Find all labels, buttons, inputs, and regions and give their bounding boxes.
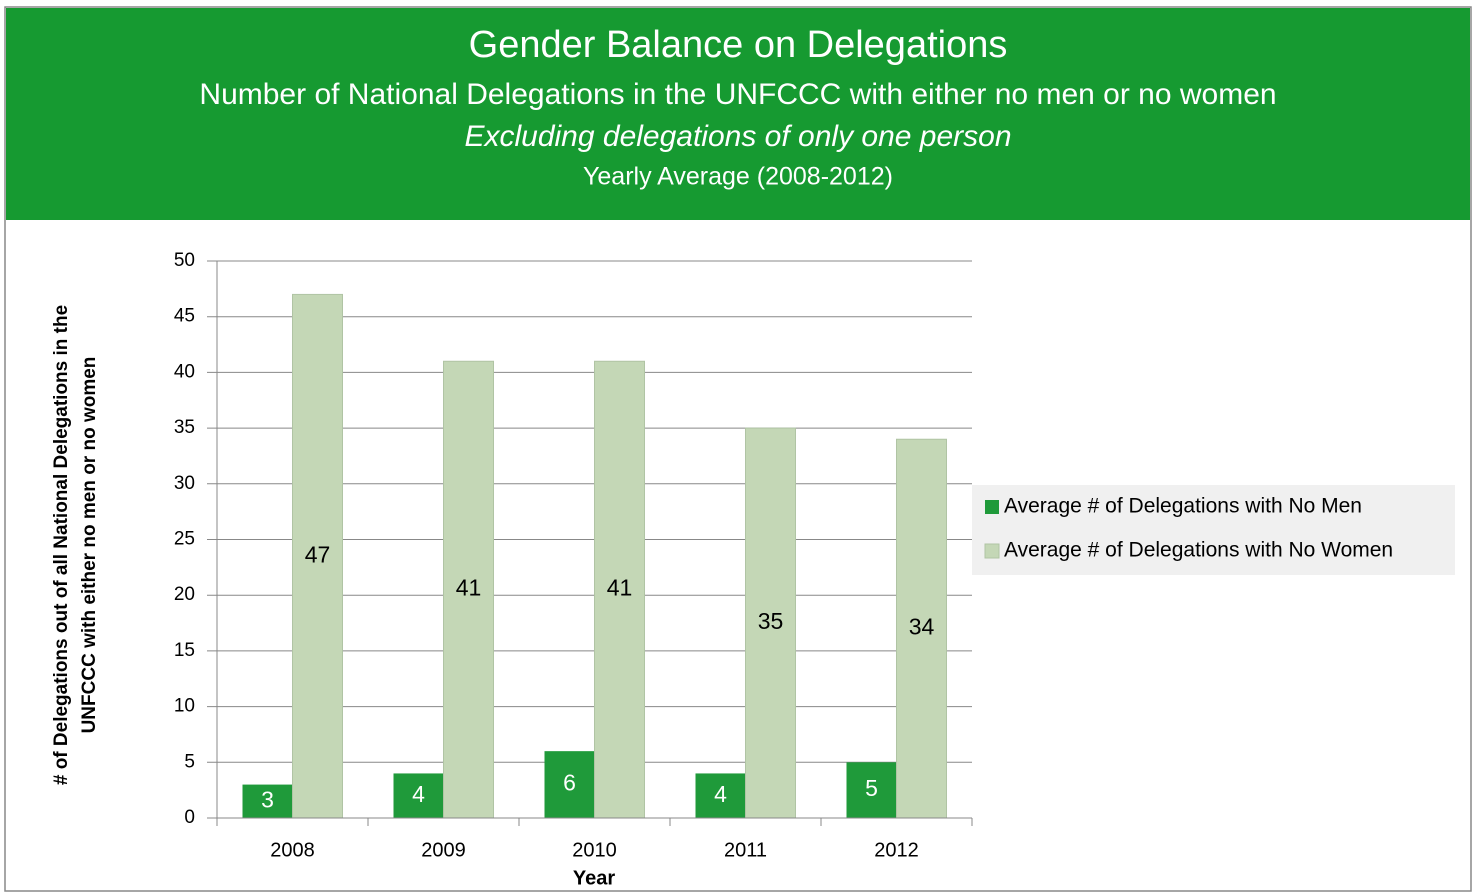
bar <box>695 773 746 818</box>
x-tick-label: 2012 <box>874 839 919 861</box>
x-tick-label: 2011 <box>724 839 767 861</box>
data-label: 5 <box>865 775 878 801</box>
x-tick-label: 2010 <box>572 839 617 861</box>
chart-note: Yearly Average (2008-2012) <box>583 163 893 191</box>
chart-title: Gender Balance on Delegations <box>469 24 1008 66</box>
y-tick-label: 20 <box>174 584 195 605</box>
bar <box>745 427 796 819</box>
chart-note: Excluding delegations of only one person <box>464 120 1011 153</box>
y-tick-label: 50 <box>174 250 195 271</box>
legend-swatch <box>985 500 999 514</box>
y-tick-label: 15 <box>174 640 195 661</box>
y-axis-label-line: # of Delegations out of all National Del… <box>51 305 72 785</box>
legend-swatch <box>984 543 1000 559</box>
x-axis-label: Year <box>573 867 615 889</box>
header <box>6 8 1470 220</box>
y-tick-label: 25 <box>174 529 195 550</box>
y-tick-label: 35 <box>174 417 195 438</box>
data-label: 3 <box>261 786 274 812</box>
data-label: 34 <box>909 614 935 640</box>
data-label: 41 <box>607 575 633 601</box>
data-label: 35 <box>758 608 784 634</box>
data-label: 4 <box>412 781 425 807</box>
y-tick-label: 40 <box>174 361 195 382</box>
y-tick-label: 10 <box>174 696 195 717</box>
bar <box>242 784 293 818</box>
y-axis-label-line: UNFCCC with either no men or no women <box>79 357 100 734</box>
y-tick-label: 0 <box>184 807 195 828</box>
legend-label: Average # of Delegations with No Men <box>1004 495 1362 518</box>
bar <box>443 360 494 819</box>
data-label: 4 <box>714 781 727 807</box>
legend <box>972 485 1455 575</box>
data-label: 41 <box>456 575 482 601</box>
bar <box>594 360 645 819</box>
chart-subtitle: Number of National Delegations in the UN… <box>199 78 1276 111</box>
bar <box>393 773 444 818</box>
y-axis-label: # of Delegations out of all National Del… <box>51 305 100 785</box>
x-tick-label: 2009 <box>421 839 466 861</box>
y-tick-label: 30 <box>174 473 195 494</box>
data-label: 6 <box>563 770 576 796</box>
bar <box>544 751 595 818</box>
y-tick-label: 45 <box>174 306 195 327</box>
bar <box>292 293 343 819</box>
bar <box>846 762 897 818</box>
y-tick-label: 5 <box>184 751 195 772</box>
x-tick-label: 2008 <box>270 839 315 861</box>
data-label: 47 <box>305 541 331 567</box>
legend-label: Average # of Delegations with No Women <box>1004 539 1393 562</box>
